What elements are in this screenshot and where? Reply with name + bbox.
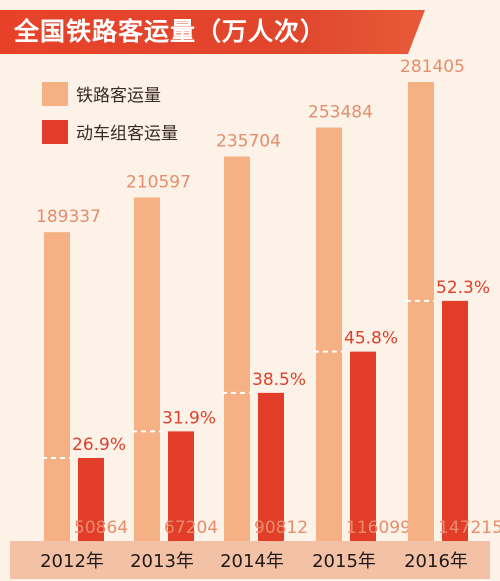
value-label-railway-0: 189337 bbox=[36, 207, 101, 227]
bar-railway-0 bbox=[44, 232, 70, 541]
legend-swatch-emu bbox=[42, 120, 68, 144]
value-label-railway-1: 210597 bbox=[126, 172, 191, 192]
value-label-emu-0: 50864 bbox=[74, 518, 128, 538]
legend-label-emu: 动车组客运量 bbox=[76, 124, 178, 144]
value-label-railway-3: 253484 bbox=[308, 103, 373, 123]
year-label-1: 2013年 bbox=[130, 551, 194, 572]
legend-swatch-railway bbox=[42, 82, 68, 106]
year-band bbox=[10, 541, 490, 579]
title-banner: 全国铁路客运量（万人次） bbox=[0, 10, 425, 54]
bar-railway-2 bbox=[224, 156, 250, 541]
share-label-1: 31.9% bbox=[162, 408, 216, 428]
chart-marks: 18933726.9%508642012年21059731.9%67204201… bbox=[36, 57, 500, 572]
share-label-4: 52.3% bbox=[436, 278, 490, 298]
value-label-emu-1: 67204 bbox=[164, 518, 218, 538]
bar-emu-2 bbox=[258, 392, 284, 541]
year-label-3: 2015年 bbox=[312, 551, 376, 572]
bar-railway-4 bbox=[408, 82, 434, 541]
bar-emu-3 bbox=[350, 351, 376, 541]
bar-railway-3 bbox=[316, 127, 342, 541]
share-label-0: 26.9% bbox=[72, 435, 126, 455]
bar-emu-0 bbox=[78, 458, 104, 541]
value-label-emu-4: 147215 bbox=[438, 518, 500, 538]
value-label-emu-3: 116099 bbox=[346, 518, 411, 538]
year-label-2: 2014年 bbox=[220, 551, 284, 572]
legend-label-railway: 铁路客运量 bbox=[76, 86, 161, 106]
bar-railway-1 bbox=[134, 197, 160, 542]
year-label-0: 2012年 bbox=[40, 551, 104, 572]
year-label-4: 2016年 bbox=[404, 551, 468, 572]
bar-emu-1 bbox=[168, 431, 194, 541]
value-label-emu-2: 90812 bbox=[254, 518, 308, 538]
legend: 铁路客运量 动车组客运量 bbox=[42, 82, 178, 144]
value-label-railway-2: 235704 bbox=[216, 132, 281, 152]
bar-emu-4 bbox=[442, 300, 468, 541]
share-label-2: 38.5% bbox=[252, 370, 306, 390]
chart-title: 全国铁路客运量（万人次） bbox=[14, 17, 327, 46]
value-label-railway-4: 281405 bbox=[400, 57, 465, 77]
share-label-3: 45.8% bbox=[344, 329, 398, 349]
